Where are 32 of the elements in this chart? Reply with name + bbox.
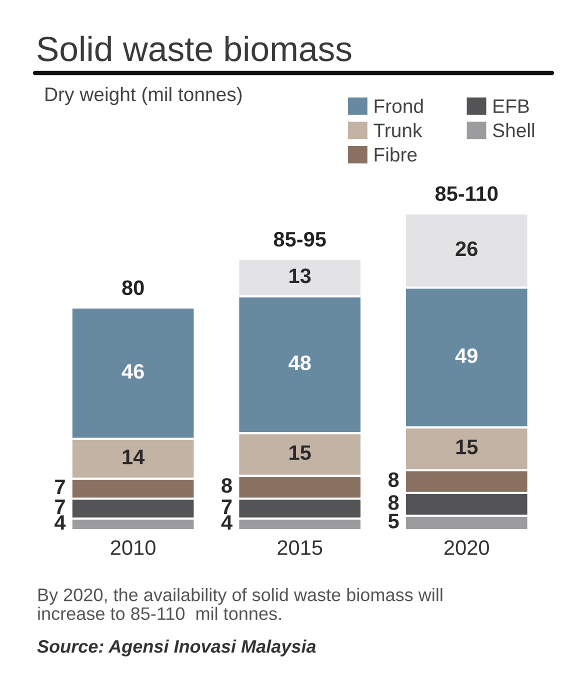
data-label: 7 [55, 480, 65, 494]
data-label: 49 [455, 348, 478, 364]
legend-label: Trunk [374, 123, 422, 138]
data-label: 5 [388, 514, 399, 528]
data-label: 46 [122, 364, 144, 379]
data-label: 48 [288, 355, 311, 370]
data-label: 8 [222, 478, 232, 493]
legend-label: Fibre [374, 147, 417, 162]
legend-label: EFB [494, 99, 529, 113]
data-label: 15 [290, 445, 311, 460]
data-label: 4 [54, 515, 66, 530]
legend-label: Frond [374, 98, 423, 114]
chart-title: Solid waste biomass [38, 36, 352, 62]
data-label: 26 [456, 241, 478, 256]
legend-label: Shell [492, 123, 534, 138]
x-tick-label: 2015 [278, 540, 322, 556]
data-label: 15 [456, 440, 478, 454]
x-tick-label: 2010 [110, 540, 156, 556]
total-label: 80 [122, 280, 144, 296]
data-label: 7 [222, 500, 232, 514]
data-label: 8 [388, 472, 399, 488]
chart-subtitle: Dry weight (mil tonnes) [46, 86, 242, 106]
source-note: Source: Agensi Inovasi Malaysia [37, 640, 316, 656]
total-label: 85-95 [274, 232, 326, 247]
total-label: 85-110 [435, 186, 498, 202]
text: By 2020, the availability of solid waste biomass will increase to 85-110 mil tonnes. [38, 588, 442, 620]
data-label: 14 [122, 450, 145, 464]
x-tick-label: 2020 [444, 540, 489, 556]
data-label: 8 [388, 495, 399, 510]
data-label: 13 [290, 268, 311, 284]
data-label: 7 [55, 500, 65, 514]
data-label: 4 [221, 515, 232, 530]
